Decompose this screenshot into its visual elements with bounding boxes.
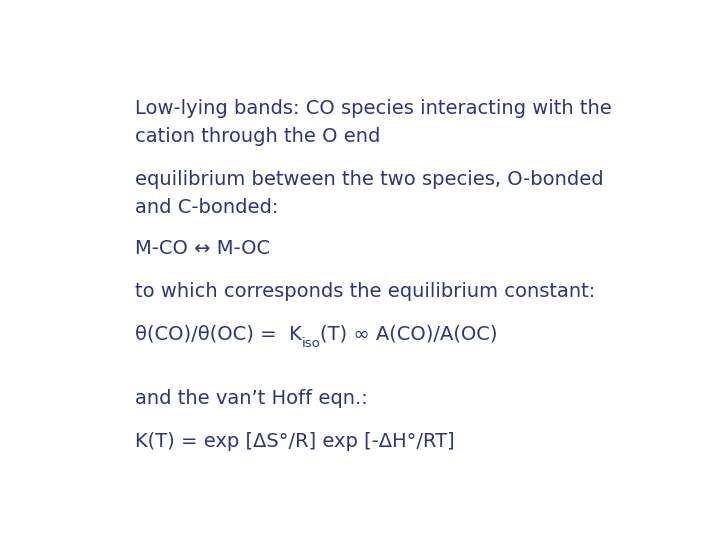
Text: equilibrium between the two species, O-bonded: equilibrium between the two species, O-b… (135, 170, 603, 188)
Text: cation through the O end: cation through the O end (135, 127, 380, 146)
Text: and the van’t Hoff eqn.:: and the van’t Hoff eqn.: (135, 389, 367, 408)
Text: to which corresponds the equilibrium constant:: to which corresponds the equilibrium con… (135, 282, 595, 301)
Text: and C-bonded:: and C-bonded: (135, 198, 278, 217)
Text: K(T) = exp [ΔS°/R] exp [-ΔH°/RT]: K(T) = exp [ΔS°/R] exp [-ΔH°/RT] (135, 431, 454, 450)
Text: Low-lying bands: CO species interacting with the: Low-lying bands: CO species interacting … (135, 99, 611, 118)
Text: iso: iso (302, 337, 320, 350)
Text: θ(CO)/θ(OC) =  K: θ(CO)/θ(OC) = K (135, 325, 302, 344)
Text: (T) ∞ A(CO)/A(OC): (T) ∞ A(CO)/A(OC) (320, 325, 498, 344)
Text: M-CO ↔ M-OC: M-CO ↔ M-OC (135, 239, 270, 258)
